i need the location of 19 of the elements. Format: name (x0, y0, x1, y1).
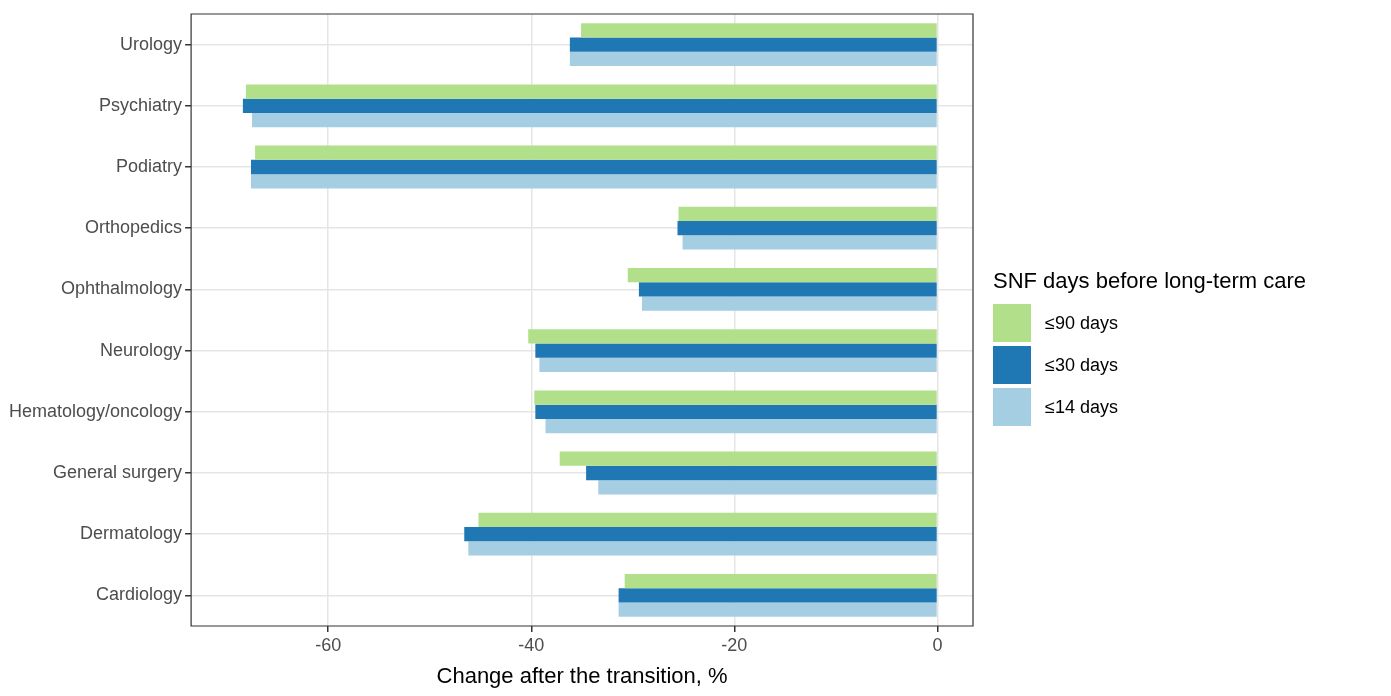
x-tick-label: -40 (518, 634, 545, 655)
legend-label: ≤14 days (1045, 396, 1118, 418)
y-tick-label: Urology (120, 33, 183, 54)
y-tick-label: Neurology (100, 339, 183, 360)
y-tick-label: General surgery (53, 461, 183, 482)
legend-label: ≤90 days (1045, 312, 1118, 334)
x-tick-label: 0 (932, 634, 943, 655)
x-tick-label: -20 (721, 634, 748, 655)
y-tick-label: Podiatry (116, 155, 183, 176)
y-tick-label: Psychiatry (99, 94, 183, 115)
y-tick-label: Hematology/oncology (8, 400, 183, 421)
x-tick-label: -60 (315, 634, 342, 655)
legend-label: ≤30 days (1045, 354, 1118, 376)
y-tick-label: Dermatology (80, 523, 183, 544)
x-axis-title: Change after the transition, % (436, 662, 728, 688)
y-tick-label: Cardiology (96, 584, 183, 605)
y-tick-label: Ophthalmology (61, 278, 183, 299)
y-tick-label: Orthopedics (85, 217, 183, 238)
legend-title: SNF days before long-term care (993, 268, 1307, 294)
